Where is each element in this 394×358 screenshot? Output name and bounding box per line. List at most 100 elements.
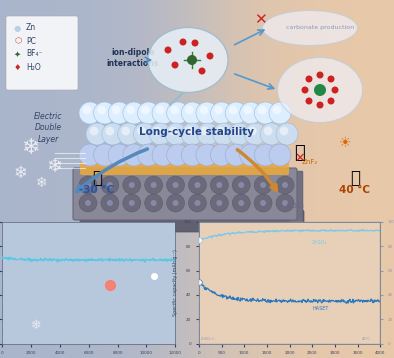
Circle shape <box>195 200 201 206</box>
Circle shape <box>301 87 309 93</box>
Circle shape <box>282 200 288 206</box>
Circle shape <box>153 127 162 135</box>
Circle shape <box>254 194 272 212</box>
Circle shape <box>260 182 266 188</box>
Circle shape <box>152 144 174 166</box>
Circle shape <box>152 102 174 124</box>
Circle shape <box>240 144 262 166</box>
Circle shape <box>118 123 139 145</box>
Circle shape <box>156 106 164 115</box>
Circle shape <box>243 106 252 115</box>
Circle shape <box>244 123 266 145</box>
Circle shape <box>107 182 113 188</box>
Circle shape <box>276 176 294 194</box>
Ellipse shape <box>262 10 357 45</box>
Text: ❄: ❄ <box>13 164 27 182</box>
Circle shape <box>173 182 178 188</box>
Circle shape <box>206 53 214 59</box>
Circle shape <box>137 127 146 135</box>
Circle shape <box>191 39 199 47</box>
Circle shape <box>305 97 312 105</box>
Text: PC: PC <box>26 37 36 45</box>
Text: -30 °C: -30 °C <box>80 185 115 195</box>
Circle shape <box>181 102 203 124</box>
Circle shape <box>85 182 91 188</box>
Circle shape <box>173 200 178 206</box>
Circle shape <box>79 194 97 212</box>
Circle shape <box>214 106 223 115</box>
Circle shape <box>197 123 219 145</box>
Circle shape <box>138 144 160 166</box>
Circle shape <box>327 76 335 82</box>
Circle shape <box>149 123 171 145</box>
Circle shape <box>181 123 203 145</box>
Circle shape <box>255 144 276 166</box>
Circle shape <box>273 106 281 115</box>
Circle shape <box>210 144 232 166</box>
Circle shape <box>232 127 241 135</box>
Circle shape <box>213 123 235 145</box>
Circle shape <box>201 127 209 135</box>
FancyBboxPatch shape <box>80 210 304 232</box>
Text: Electric
Double
Layer: Electric Double Layer <box>34 112 62 144</box>
Circle shape <box>101 176 119 194</box>
Circle shape <box>123 176 141 194</box>
Circle shape <box>229 123 251 145</box>
Circle shape <box>316 102 323 108</box>
Text: ❄: ❄ <box>31 319 41 332</box>
Circle shape <box>269 144 291 166</box>
Circle shape <box>129 200 135 206</box>
Circle shape <box>185 127 193 135</box>
Circle shape <box>185 106 194 115</box>
Circle shape <box>108 102 130 124</box>
Circle shape <box>187 55 197 65</box>
Text: ZnSO₄+...: ZnSO₄+... <box>201 337 219 341</box>
Circle shape <box>269 102 291 124</box>
Text: ✕: ✕ <box>295 151 305 164</box>
FancyBboxPatch shape <box>80 157 289 175</box>
Circle shape <box>112 106 121 115</box>
FancyBboxPatch shape <box>6 16 78 90</box>
Text: ❄: ❄ <box>36 176 48 190</box>
Text: Long-cycle stability: Long-cycle stability <box>139 127 255 137</box>
Circle shape <box>170 106 179 115</box>
Circle shape <box>254 176 272 194</box>
Circle shape <box>107 200 113 206</box>
Text: 40°C: 40°C <box>362 337 371 341</box>
Circle shape <box>225 102 247 124</box>
Circle shape <box>123 194 141 212</box>
Circle shape <box>199 106 208 115</box>
Circle shape <box>145 176 163 194</box>
Circle shape <box>210 102 232 124</box>
Circle shape <box>195 182 201 188</box>
Text: ✕: ✕ <box>254 13 266 28</box>
Circle shape <box>134 123 156 145</box>
Circle shape <box>260 200 266 206</box>
Text: ●: ● <box>14 24 21 33</box>
Circle shape <box>316 72 323 78</box>
Circle shape <box>216 200 222 206</box>
Circle shape <box>327 97 335 105</box>
Circle shape <box>171 62 178 68</box>
Circle shape <box>167 176 184 194</box>
Circle shape <box>94 144 115 166</box>
Circle shape <box>138 102 160 124</box>
Circle shape <box>229 106 238 115</box>
Text: (002): (002) <box>286 203 305 209</box>
Circle shape <box>280 127 288 135</box>
Circle shape <box>276 123 298 145</box>
Circle shape <box>151 182 157 188</box>
Circle shape <box>121 127 130 135</box>
Circle shape <box>83 106 91 115</box>
Circle shape <box>255 102 276 124</box>
Circle shape <box>331 87 338 93</box>
Circle shape <box>305 76 312 82</box>
Circle shape <box>79 176 97 194</box>
Circle shape <box>94 102 115 124</box>
Circle shape <box>79 102 101 124</box>
Circle shape <box>141 106 150 115</box>
Circle shape <box>314 84 326 96</box>
Text: ☀: ☀ <box>339 136 351 150</box>
Circle shape <box>167 194 184 212</box>
Text: ZnSO₄: ZnSO₄ <box>312 240 327 245</box>
